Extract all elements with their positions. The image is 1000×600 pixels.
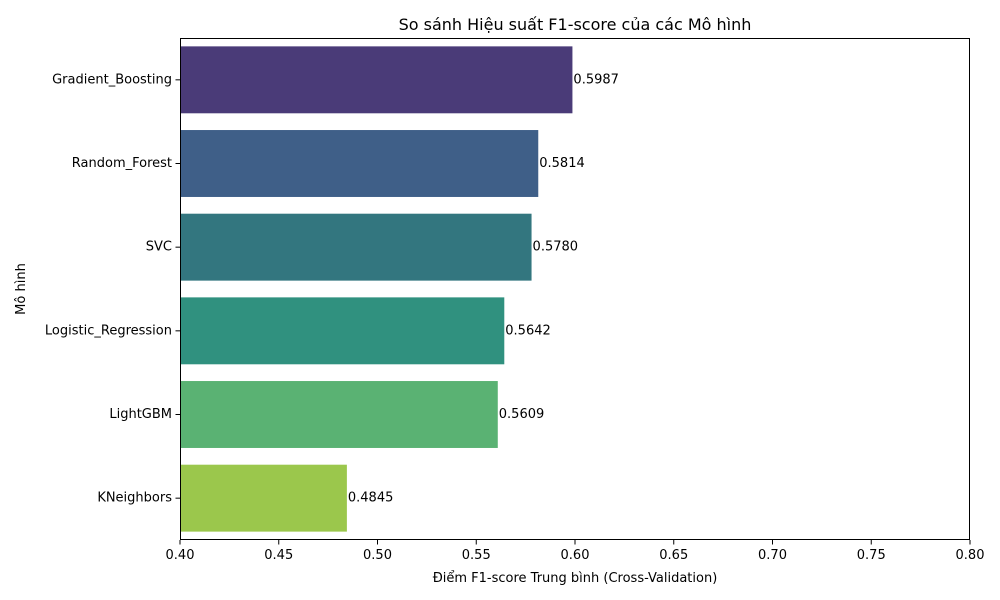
value-label: 0.5814 bbox=[539, 156, 585, 171]
plot-frame bbox=[180, 38, 970, 540]
y-tick-label: Random_Forest bbox=[72, 156, 172, 171]
value-label: 0.5987 bbox=[573, 72, 619, 87]
bar-random-forest bbox=[180, 130, 539, 197]
bar-logistic-regression bbox=[180, 297, 505, 365]
bar-svc bbox=[180, 213, 532, 281]
y-tick-label: Gradient_Boosting bbox=[52, 72, 172, 87]
bar-kneighbors bbox=[180, 464, 347, 532]
x-tick-label: 0.65 bbox=[659, 548, 688, 563]
bars bbox=[180, 46, 573, 532]
x-tick-label: 0.55 bbox=[462, 548, 491, 563]
value-label: 0.5642 bbox=[505, 323, 551, 338]
bar-lightgbm bbox=[180, 381, 498, 448]
x-tick-label: 0.60 bbox=[561, 548, 590, 563]
x-tick-label: 0.50 bbox=[363, 548, 392, 563]
x-tick-label: 0.45 bbox=[264, 548, 293, 563]
y-tick-label: LightGBM bbox=[109, 407, 172, 422]
y-tick-label: SVC bbox=[146, 240, 172, 255]
chart-title: So sánh Hiệu suất F1-score của các Mô hì… bbox=[399, 15, 752, 34]
value-label: 0.5780 bbox=[533, 240, 579, 255]
value-labels: 0.5987 0.5814 0.5780 0.5642 0.5609 0.4845 bbox=[348, 72, 619, 505]
x-tick-label: 0.75 bbox=[857, 548, 886, 563]
value-label: 0.4845 bbox=[348, 491, 394, 506]
bar-gradient-boosting bbox=[180, 46, 573, 114]
y-tick-label: KNeighbors bbox=[97, 491, 172, 506]
x-axis-label: Điểm F1-score Trung bình (Cross-Validati… bbox=[433, 571, 718, 586]
y-tick-label: Logistic_Regression bbox=[45, 323, 172, 338]
x-tick-label: 0.70 bbox=[758, 548, 787, 563]
x-tick-label: 0.80 bbox=[956, 548, 985, 563]
x-axis-ticks: 0.40 0.45 0.50 0.55 0.60 0.65 0.70 0.75 0.80 bbox=[166, 540, 985, 563]
y-axis-ticks: Gradient_Boosting Random_Forest SVC Logisti… bbox=[45, 72, 180, 506]
value-label: 0.5609 bbox=[499, 407, 544, 422]
y-axis-label: Mô hình bbox=[14, 263, 29, 315]
x-tick-label: 0.40 bbox=[166, 548, 195, 563]
